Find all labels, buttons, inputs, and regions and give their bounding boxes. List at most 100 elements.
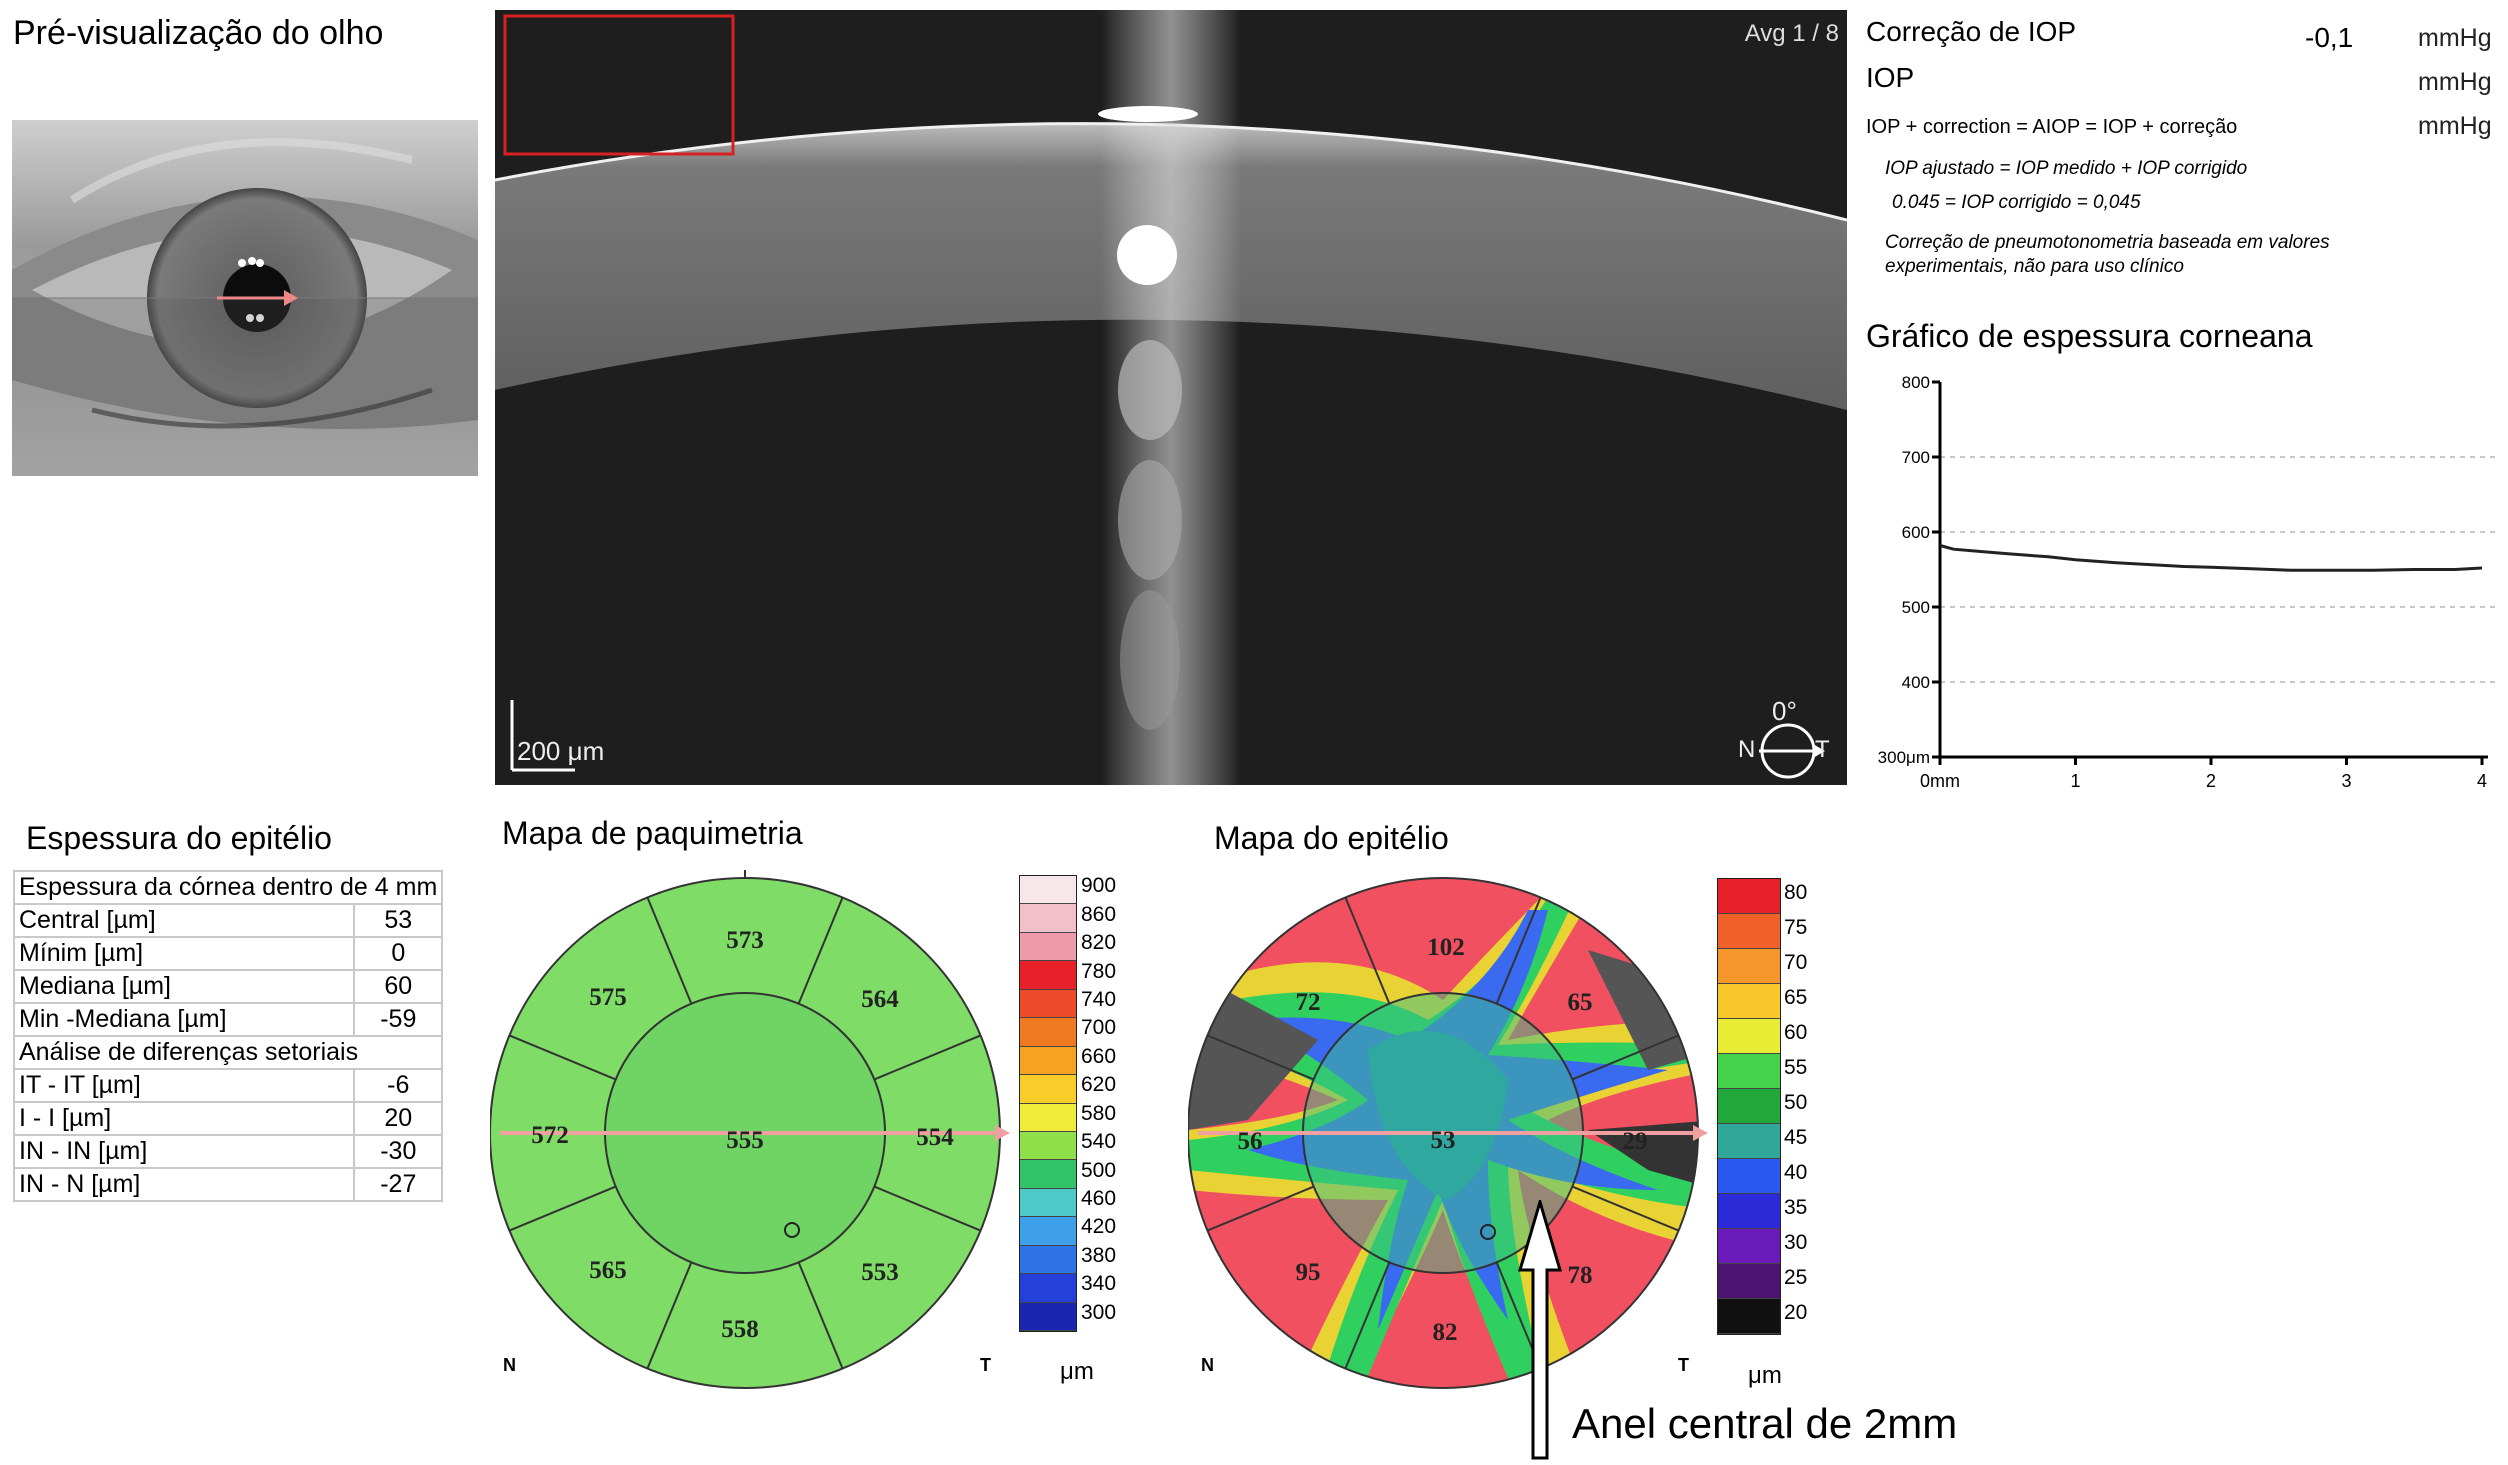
epi-nasal-label: N bbox=[1201, 1355, 1214, 1375]
epi-center-value: 53 bbox=[1431, 1127, 1456, 1154]
chart-y-tick-label: 800 bbox=[1902, 373, 1930, 392]
chart-y-tick-label: 600 bbox=[1902, 523, 1930, 542]
chart-x-tick-label: 2 bbox=[2206, 771, 2216, 791]
row-value: 20 bbox=[353, 1101, 444, 1136]
chart-x-tick-label: 0mm bbox=[1920, 771, 1960, 791]
scale-swatch bbox=[1020, 1046, 1076, 1076]
scale-swatch bbox=[1718, 949, 1780, 984]
map-sector-divider bbox=[1344, 897, 1391, 1005]
scale-swatch bbox=[1718, 1124, 1780, 1159]
scale-label: 40 bbox=[1784, 1160, 1808, 1184]
up-arrow-icon bbox=[1517, 1200, 1563, 1460]
iop-formula-unit: mmHg bbox=[2418, 112, 2492, 140]
iop-note-line2: 0.045 = IOP corrigido = 0,045 bbox=[1892, 192, 2141, 213]
scale-swatch bbox=[1020, 876, 1076, 905]
pachy-lower-right-value: 553 bbox=[861, 1259, 899, 1286]
oct-nasal-label: N bbox=[1738, 736, 1756, 763]
scale-swatch bbox=[1718, 879, 1780, 914]
scale-swatch bbox=[1020, 989, 1076, 1019]
scale-label: 700 bbox=[1081, 1016, 1117, 1040]
scale-label: 300 bbox=[1081, 1300, 1117, 1324]
table-section-header: Espessura da córnea dentro de 4 mm bbox=[12, 870, 444, 905]
scale-label: 780 bbox=[1081, 959, 1117, 983]
pachy-unit-label: μm bbox=[1060, 1358, 1094, 1385]
scale-swatch bbox=[1020, 1188, 1076, 1218]
epi-unit-label: μm bbox=[1748, 1362, 1782, 1389]
scale-label: 420 bbox=[1081, 1215, 1117, 1239]
epithelium-table: Espessura da córnea dentro de 4 mm Centr… bbox=[12, 870, 444, 1202]
thickness-chart: 300μm 400 500 600 700 800 0mm 1 2 3 4 bbox=[1878, 373, 2500, 791]
scale-label: 35 bbox=[1784, 1195, 1808, 1219]
scale-swatch bbox=[1020, 1160, 1076, 1189]
chart-series-line bbox=[1939, 544, 2483, 572]
pachy-color-scale bbox=[1019, 875, 1077, 1332]
map-sector-divider bbox=[509, 1034, 617, 1081]
iop-note-line1: IOP ajustado = IOP medido + IOP corrigid… bbox=[1885, 158, 2248, 179]
oct-average-label: Avg 1 / 8 bbox=[1744, 20, 1839, 47]
oct-temporal-label: T bbox=[1815, 736, 1830, 763]
epithelium-map: 53 102 65 29 78 82 95 56 72 bbox=[1188, 877, 1708, 1389]
iop-correction-unit: mmHg bbox=[2418, 24, 2492, 52]
epi-temporal-label: T bbox=[1678, 1355, 1689, 1375]
scale-label: 20 bbox=[1784, 1300, 1808, 1324]
scale-label: 740 bbox=[1081, 987, 1117, 1011]
pachy-lower-left-value: 565 bbox=[589, 1257, 627, 1284]
iop-note-line4: experimentais, não para uso clínico bbox=[1885, 256, 2184, 277]
scale-label: 70 bbox=[1784, 950, 1808, 974]
row-label: Central [µm] bbox=[12, 903, 356, 938]
map-sector-divider bbox=[1571, 1185, 1679, 1232]
scale-swatch bbox=[1020, 1274, 1076, 1303]
table-row: I - I [µm] 20 bbox=[12, 1101, 444, 1136]
iop-unit: mmHg bbox=[2418, 68, 2492, 96]
scale-swatch bbox=[1718, 1229, 1780, 1264]
eye-picture-icon bbox=[12, 120, 478, 476]
row-value: -27 bbox=[353, 1167, 444, 1202]
map-sector-divider bbox=[873, 1185, 981, 1232]
epi-right-value: 29 bbox=[1623, 1128, 1648, 1155]
scale-swatch bbox=[1718, 914, 1780, 949]
scale-label: 75 bbox=[1784, 915, 1808, 939]
table-section-header: Análise de diferenças setoriais bbox=[12, 1035, 444, 1070]
scale-swatch bbox=[1020, 1245, 1076, 1275]
table-row: IN - N [µm] -27 bbox=[12, 1167, 444, 1202]
scale-swatch bbox=[1718, 1264, 1780, 1299]
map-sector-divider bbox=[1495, 897, 1542, 1005]
map-sector-divider bbox=[646, 1261, 693, 1369]
row-value: -6 bbox=[353, 1068, 444, 1103]
scale-swatch bbox=[1718, 1159, 1780, 1194]
scale-swatch bbox=[1020, 1018, 1076, 1047]
scale-label: 340 bbox=[1081, 1272, 1117, 1296]
scale-label: 620 bbox=[1081, 1073, 1117, 1097]
map-sector-divider bbox=[509, 1185, 617, 1232]
epi-top-value: 102 bbox=[1427, 934, 1465, 961]
row-label: Mínim [µm] bbox=[12, 936, 356, 971]
scale-swatch bbox=[1020, 1302, 1076, 1331]
scale-label: 80 bbox=[1784, 880, 1808, 904]
scale-label: 460 bbox=[1081, 1187, 1117, 1211]
iop-label: IOP bbox=[1866, 62, 1915, 93]
scale-label: 60 bbox=[1784, 1020, 1808, 1044]
scale-swatch bbox=[1020, 961, 1076, 990]
chart-y-tick-label: 400 bbox=[1902, 673, 1930, 692]
row-label: I - I [µm] bbox=[12, 1101, 356, 1136]
map-sector-divider bbox=[1207, 1185, 1315, 1232]
scale-label: 540 bbox=[1081, 1130, 1117, 1154]
row-label: IT - IT [µm] bbox=[12, 1068, 356, 1103]
row-label: Min -Mediana [µm] bbox=[12, 1002, 356, 1037]
scale-swatch bbox=[1020, 1217, 1076, 1246]
map-sector-divider bbox=[1207, 1034, 1315, 1081]
scale-swatch bbox=[1718, 1194, 1780, 1229]
scale-swatch bbox=[1020, 1075, 1076, 1104]
iop-formula-label: IOP + correction = AIOP = IOP + correção bbox=[1866, 116, 2238, 138]
scale-label: 900 bbox=[1081, 874, 1117, 898]
table-row: IN - IN [µm] -30 bbox=[12, 1134, 444, 1169]
scale-swatch bbox=[1718, 1089, 1780, 1124]
epi-upper-right-value: 65 bbox=[1568, 989, 1593, 1016]
table-row: Mínim [µm] 0 bbox=[12, 936, 444, 971]
pachy-left-value: 572 bbox=[531, 1122, 569, 1149]
chart-x-tick-label: 1 bbox=[2070, 771, 2080, 791]
map-sector-divider bbox=[1344, 1261, 1391, 1369]
scale-label: 65 bbox=[1784, 985, 1808, 1009]
iop-correction-value: -0,1 bbox=[2305, 22, 2354, 53]
pachy-nasal-label: N bbox=[503, 1355, 516, 1375]
